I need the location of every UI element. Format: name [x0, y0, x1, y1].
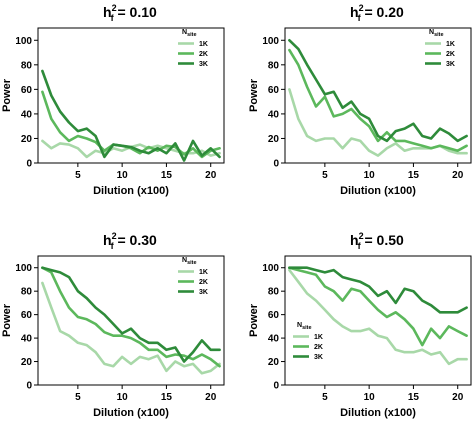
chart-title: h2 f = 0.20	[350, 3, 404, 23]
x-tick-label: 5	[322, 392, 328, 403]
x-tick-label: 15	[408, 392, 420, 403]
chart-panel-4: h2 f = 0.50 0 20 40 60 80 100 5 10 15 20 Dilution (x…	[248, 231, 472, 419]
chart-title: h2 f = 0.30	[103, 231, 157, 251]
x-axis-label: Dilution (x100)	[93, 407, 169, 419]
chart-panel-3: h2 f = 0.30 0 20 40 60 80 100 5 10 15 20 Dilution (x…	[1, 231, 225, 419]
x-tick-label: 20	[205, 170, 217, 181]
y-tick-label: 100	[262, 36, 279, 47]
series-line-1k	[288, 268, 468, 366]
plot-frame	[284, 255, 472, 386]
y-tick-label: 100	[15, 36, 32, 47]
x-axis-label: Dilution (x100)	[93, 185, 169, 197]
series-line-2k	[288, 266, 468, 347]
y-tick-label: 20	[21, 134, 33, 145]
x-tick-label: 15	[161, 392, 173, 403]
y-tick-label: 60	[21, 85, 33, 96]
y-tick-label: 80	[21, 287, 33, 298]
x-tick-label: 20	[452, 170, 464, 181]
y-tick-label: 20	[268, 134, 280, 145]
legend-title: Nsite	[182, 257, 197, 266]
series-line-1k	[41, 281, 221, 375]
y-axis-label: Power	[1, 303, 13, 337]
y-tick-label: 0	[26, 159, 32, 170]
y-tick-label: 80	[268, 287, 280, 298]
chart-panel-2: h2 f = 0.20 0 20 40 60 80 100 5 10 15 20 Dilution (x…	[248, 3, 472, 197]
y-tick-label: 40	[21, 334, 33, 345]
x-tick-label: 5	[75, 170, 81, 181]
y-tick-label: 20	[21, 357, 33, 368]
y-axis-label: Power	[1, 78, 13, 112]
y-tick-label: 60	[21, 310, 33, 321]
chart-title: h2 f = 0.50	[350, 231, 404, 251]
legend-label-1k: 1K	[314, 334, 323, 341]
x-tick-label: 10	[117, 392, 129, 403]
legend-title: Nsite	[297, 322, 312, 331]
legend-label-1k: 1K	[199, 269, 208, 276]
legend-label-1k: 1K	[446, 41, 455, 48]
y-tick-label: 0	[273, 381, 279, 392]
series-line-3k	[41, 266, 221, 363]
legend-label-3k: 3K	[199, 289, 208, 296]
y-tick-label: 100	[15, 263, 32, 274]
x-axis-label: Dilution (x100)	[340, 407, 416, 419]
x-tick-label: 20	[205, 392, 217, 403]
x-tick-label: 10	[364, 170, 376, 181]
plot-frame	[37, 27, 225, 164]
legend-label-3k: 3K	[446, 61, 455, 68]
legend-title: Nsite	[182, 29, 197, 38]
plot-frame	[284, 27, 472, 164]
x-tick-label: 15	[408, 170, 420, 181]
series-line-2k	[288, 48, 468, 152]
x-tick-label: 10	[117, 170, 129, 181]
legend-label-2k: 2K	[199, 279, 208, 286]
y-tick-label: 100	[262, 263, 279, 274]
y-axis-label: Power	[248, 303, 260, 337]
x-tick-label: 20	[452, 392, 464, 403]
plot-frame	[37, 255, 225, 386]
chart-title: h2 f = 0.10	[103, 3, 157, 23]
series-line-3k	[288, 38, 468, 143]
y-tick-label: 0	[273, 159, 279, 170]
series-line-2k	[41, 266, 221, 368]
x-tick-label: 5	[322, 170, 328, 181]
x-tick-label: 10	[364, 392, 376, 403]
y-tick-label: 40	[268, 109, 280, 120]
y-tick-label: 60	[268, 85, 280, 96]
x-tick-label: 5	[75, 392, 81, 403]
y-tick-label: 80	[21, 60, 33, 71]
y-tick-label: 80	[268, 60, 280, 71]
chart-panel-1: h2 f = 0.10 0 20 40 60 80 100 5 10 15 20 Dilution (x…	[1, 3, 225, 197]
x-axis-label: Dilution (x100)	[340, 185, 416, 197]
legend-label-1k: 1K	[199, 41, 208, 48]
y-axis-label: Power	[248, 78, 260, 112]
legend-label-2k: 2K	[199, 51, 208, 58]
legend-label-3k: 3K	[314, 354, 323, 361]
y-tick-label: 60	[268, 310, 280, 321]
y-tick-label: 40	[21, 109, 33, 120]
y-tick-label: 40	[268, 334, 280, 345]
legend-title: Nsite	[429, 29, 444, 38]
legend-label-3k: 3K	[199, 61, 208, 68]
x-tick-label: 15	[161, 170, 173, 181]
y-tick-label: 20	[268, 357, 280, 368]
legend-label-2k: 2K	[446, 51, 455, 58]
series-line-3k	[288, 266, 468, 314]
legend-label-2k: 2K	[314, 344, 323, 351]
y-tick-label: 0	[26, 381, 32, 392]
series-line-3k	[41, 69, 221, 162]
